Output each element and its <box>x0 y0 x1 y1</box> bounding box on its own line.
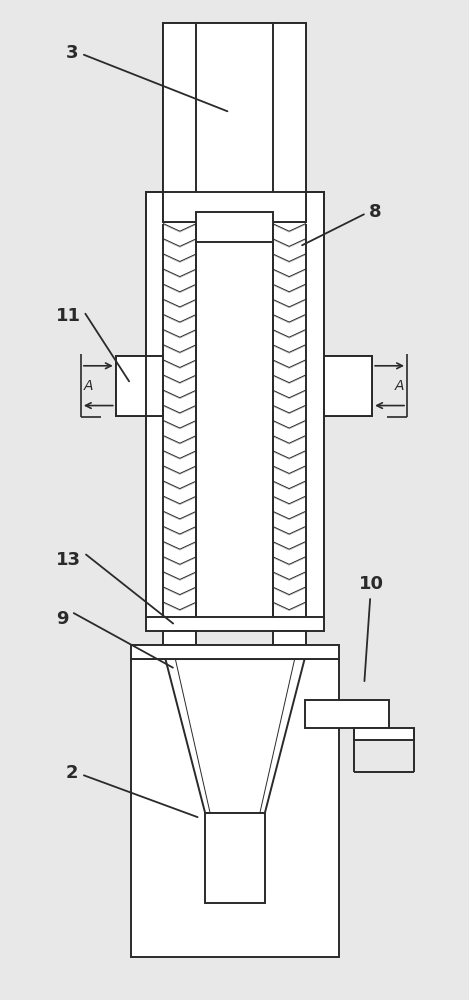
Bar <box>163 23 306 197</box>
Bar <box>325 356 372 416</box>
Text: 2: 2 <box>66 764 197 817</box>
Text: 9: 9 <box>56 610 173 668</box>
Bar <box>196 220 273 624</box>
Bar <box>325 356 372 416</box>
Bar <box>145 617 325 631</box>
Bar <box>196 212 273 242</box>
Bar <box>205 813 265 903</box>
Bar <box>273 631 306 645</box>
Bar <box>163 192 306 222</box>
Text: 8: 8 <box>302 203 382 245</box>
Text: A: A <box>84 379 94 393</box>
Text: 13: 13 <box>56 551 173 624</box>
Bar <box>116 356 163 416</box>
Bar <box>131 645 340 659</box>
Bar <box>354 728 414 740</box>
Bar <box>196 212 273 242</box>
Text: 11: 11 <box>56 307 129 381</box>
Bar <box>304 700 389 728</box>
Bar <box>145 192 325 619</box>
Text: 10: 10 <box>359 575 384 681</box>
Bar <box>196 23 273 227</box>
Polygon shape <box>166 659 304 813</box>
Bar <box>196 220 273 624</box>
Text: A: A <box>394 379 404 393</box>
Text: 3: 3 <box>66 44 227 111</box>
Bar <box>116 356 163 416</box>
Bar <box>163 192 306 222</box>
Bar <box>196 23 273 227</box>
Bar <box>145 192 325 619</box>
Bar <box>131 659 340 957</box>
Bar <box>163 23 306 197</box>
Bar <box>163 631 196 645</box>
